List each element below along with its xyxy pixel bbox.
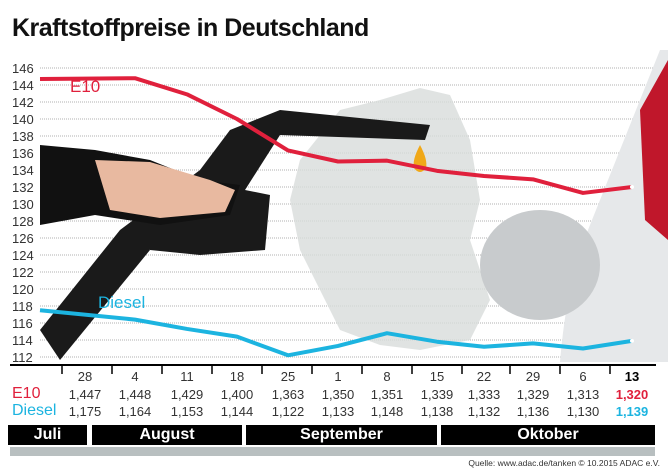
y-tick-label: 126: [12, 231, 34, 246]
e10-row: E10 1,447 1,448 1,429 1,400 1,363 1,350 1,351 1…: [0, 385, 668, 404]
date-row: 28 4 11 18 25 1 8 15 22 29 6 13: [0, 369, 668, 386]
e10-cell: 1,350: [321, 387, 355, 402]
dates-cell: 29: [525, 369, 541, 384]
e10-row-label: E10: [12, 385, 41, 402]
dates-cell: 6: [579, 369, 587, 384]
diesel-row-label: Diesel: [12, 402, 57, 419]
diesel-cell: 1,130: [566, 404, 600, 419]
dates-cell: 25: [280, 369, 296, 384]
e10-cell: 1,333: [467, 387, 501, 402]
e10-cell: 1,363: [271, 387, 305, 402]
diesel-cell: 1,175: [68, 404, 102, 419]
e10-point: [630, 185, 634, 189]
month-oktober: Oktober: [441, 425, 655, 445]
diesel-cell: 1,144: [220, 404, 254, 419]
y-tick-label: 140: [12, 112, 34, 127]
diesel-cell: 1,164: [118, 404, 152, 419]
y-tick-label: 134: [12, 163, 34, 178]
diesel-series-label: Diesel: [98, 293, 145, 312]
y-tick-label: 132: [12, 180, 34, 195]
e10-series-label: E10: [70, 77, 100, 96]
e10-line: [39, 76, 633, 195]
dates-cell: 15: [429, 369, 445, 384]
y-tick-label: 122: [12, 265, 34, 280]
y-tick-label: 136: [12, 146, 34, 161]
fuel-nozzle-image: [40, 110, 430, 360]
diesel-cell: 1,133: [321, 404, 355, 419]
diesel-line: [39, 308, 633, 358]
y-tick-label: 112: [12, 350, 33, 365]
car-taillight-image: [640, 60, 668, 240]
e10-cell: 1,400: [220, 387, 254, 402]
footer-bar: [10, 447, 655, 456]
y-tick-label: 144: [12, 78, 34, 93]
hand-skin-image: [95, 160, 235, 218]
diesel-cell: 1,136: [516, 404, 550, 419]
dates-cell: 11: [180, 369, 194, 384]
month-august: August: [92, 425, 242, 445]
e10-cell: 1,329: [516, 387, 550, 402]
dates-cell: 1: [334, 369, 342, 384]
source-note: Quelle: www.adac.de/tanken © 10.2015 ADA…: [468, 458, 660, 468]
e10-cell: 1,320: [615, 387, 649, 402]
y-tick-label: 142: [12, 95, 34, 110]
dates-cell: 18: [229, 369, 245, 384]
y-tick-label: 120: [12, 282, 34, 297]
e10-cell: 1,339: [420, 387, 454, 402]
fuel-cap-image: [480, 210, 600, 320]
diesel-cell: 1,122: [271, 404, 305, 419]
diesel-row: Diesel 1,175 1,164 1,153 1,144 1,122 1,133 1,1…: [0, 402, 668, 421]
e10-cell: 1,351: [370, 387, 404, 402]
y-tick-label: 116: [12, 316, 33, 331]
dates-cell: 4: [131, 369, 139, 384]
y-tick-label: 118: [12, 299, 33, 314]
e10-cell: 1,447: [68, 387, 102, 402]
diesel-cell: 1,153: [170, 404, 204, 419]
y-tick-label: 128: [12, 214, 34, 229]
y-tick-label: 130: [12, 197, 34, 212]
y-tick-label: 114: [12, 333, 33, 348]
y-tick-label: 124: [12, 248, 34, 263]
month-juli: Juli: [8, 425, 87, 445]
diesel-cell: 1,138: [420, 404, 454, 419]
diesel-cell: 1,148: [370, 404, 404, 419]
month-september: September: [246, 425, 437, 445]
diesel-point: [630, 338, 634, 343]
dates-cell: 13: [624, 369, 640, 384]
diesel-cell: 1,139: [615, 404, 649, 419]
dates-cell: 28: [77, 369, 93, 384]
germany-map-image: [290, 88, 490, 350]
diesel-cell: 1,132: [467, 404, 501, 419]
dates-cell: 8: [383, 369, 391, 384]
e10-cell: 1,429: [170, 387, 204, 402]
e10-cell: 1,448: [118, 387, 152, 402]
y-tick-label: 138: [12, 129, 34, 144]
chart-title: Kraftstoffpreise in Deutschland: [12, 14, 369, 42]
y-tick-label: 146: [12, 61, 34, 76]
e10-cell: 1,313: [566, 387, 600, 402]
dates-cell: 22: [476, 369, 492, 384]
